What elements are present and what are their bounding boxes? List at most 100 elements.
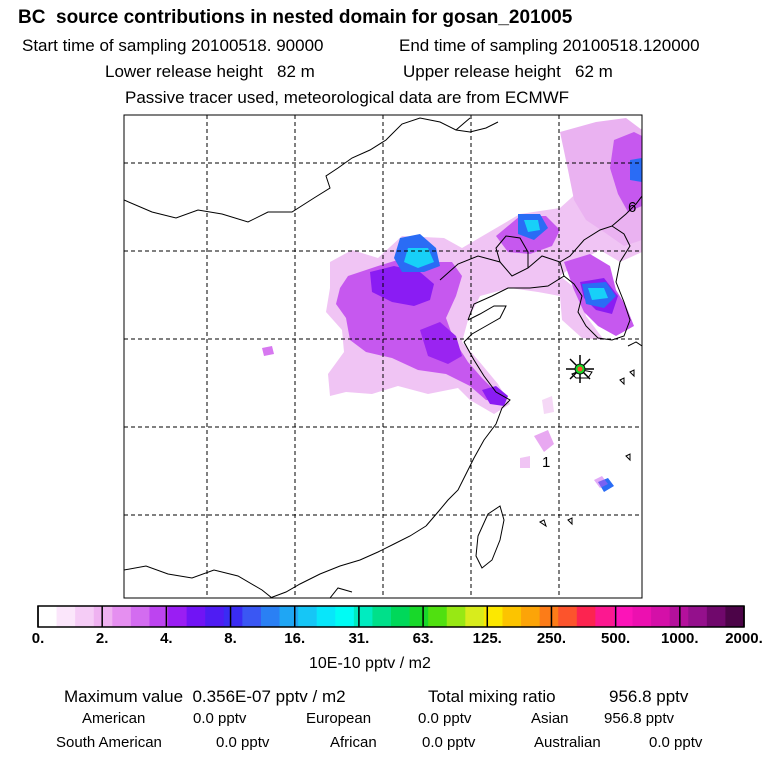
patch-east-sea: [534, 430, 554, 452]
region-south-american-value: 0.0 pptv: [216, 734, 270, 751]
map-frame: [123, 114, 643, 599]
region-australian-name: Australian: [534, 734, 601, 751]
colorbar-tick-label: 8.: [224, 630, 237, 647]
colorbar-swatch: [595, 606, 615, 627]
liaodong: [495, 235, 529, 268]
northeast-border: [455, 121, 499, 133]
graticule: [124, 115, 642, 598]
colorbar-swatch: [279, 606, 299, 627]
maximum-value: Maximum value 0.356E-07 pptv / m2: [64, 687, 346, 706]
colorbar-tick-label: 500.: [601, 630, 631, 647]
tracer-note: Passive tracer used, meteorological data…: [125, 88, 570, 107]
colorbar-swatch: [706, 606, 727, 627]
colorbar-swatch: [521, 606, 541, 627]
colorbar-swatch: [446, 606, 466, 627]
figure-title: BC source contributions in nested domain…: [18, 7, 573, 28]
colorbar-unit: 10E-10 pptv / m2: [309, 655, 431, 672]
ryukyu-4: [567, 517, 573, 526]
ryukyu-1: [629, 369, 635, 378]
colorbar-tick-label: 31.: [348, 630, 370, 647]
colorbar-swatch: [242, 606, 262, 627]
plume-dark-center: [370, 266, 434, 306]
colorbar-tick-label: 4.: [160, 630, 173, 647]
colorbar-swatch: [651, 606, 671, 627]
region-american-value: 0.0 pptv: [193, 710, 247, 727]
ryukyu-2: [625, 453, 631, 462]
peak-beijing-cyan: [404, 248, 434, 268]
map-annotation-6: 6: [628, 199, 636, 216]
colorbar-swatch: [130, 606, 151, 627]
total-mixing-ratio-value: 956.8 pptv: [609, 687, 689, 706]
upper-release-label: Upper release height 62 m: [403, 62, 613, 81]
colorbar-swatch: [56, 606, 76, 627]
colorbar-swatch: [465, 606, 485, 627]
colorbar-swatch: [38, 606, 58, 627]
colorbar-swatch: [149, 606, 169, 627]
colorbar-swatch: [260, 606, 281, 627]
end-time-label: End time of sampling 20100518.120000: [399, 36, 700, 55]
concentration-field: [262, 118, 642, 492]
plume-dark-yangtze: [482, 386, 508, 406]
colorbar-swatch: [409, 606, 429, 627]
receptor-star-icon: [566, 355, 594, 383]
colorbar-swatch: [168, 606, 188, 627]
colorbar-tick-label: 125.: [472, 630, 502, 647]
region-african-value: 0.0 pptv: [422, 734, 476, 751]
map-annotation-1: 1: [542, 454, 550, 471]
colorbar-swatch: [613, 606, 634, 627]
peak-seoul-cyan: [588, 288, 608, 300]
colorbar-swatch: [372, 606, 392, 627]
colorbar-swatch: [483, 606, 504, 627]
peak-south-ring: [594, 476, 608, 488]
south-china-coast: [269, 525, 427, 598]
colorbar-tick-label: 2.: [95, 630, 109, 647]
colorbar-swatch: [558, 606, 578, 627]
shandong-coast: [463, 305, 507, 343]
hainan-coast: [329, 587, 353, 598]
region-asian-value: 956.8 pptv: [604, 710, 675, 727]
colorbar-swatch: [539, 606, 559, 627]
colorbar-swatch: [205, 606, 225, 627]
ryukyu-3: [539, 519, 547, 528]
region-european-name: European: [306, 710, 372, 727]
colorbar-tick-label: 250.: [536, 630, 567, 647]
colorbar-swatch: [502, 606, 522, 627]
colorbar-swatch: [353, 606, 374, 627]
taiwan: [475, 505, 505, 569]
mongolia-border: [124, 117, 471, 223]
colorbar-swatch: [298, 606, 318, 627]
peak-manchuria-cyan: [524, 220, 540, 232]
region-australian-value: 0.0 pptv: [649, 734, 703, 751]
region-american-name: American: [82, 710, 146, 727]
colorbar-swatch: [725, 606, 745, 627]
colorbar-swatch: [428, 606, 448, 627]
patch-west: [262, 346, 274, 356]
colorbar-swatches: [37, 606, 745, 627]
colorbar-tick-label: 2000.: [725, 630, 763, 647]
plume-far-northeast: [610, 132, 642, 212]
colorbar-swatch: [223, 606, 243, 627]
colorbar-swatch: [93, 606, 113, 627]
peak-northeast-blue: [630, 158, 642, 182]
colorbar-swatch: [632, 606, 652, 627]
plume-dark-south: [420, 322, 462, 364]
colorbar-tick-label: 1000.: [661, 630, 699, 647]
region-african-name: African: [330, 734, 377, 751]
patch-east-sea-2: [520, 456, 530, 468]
lower-release-label: Lower release height 82 m: [105, 62, 315, 81]
colorbar-swatch: [391, 606, 411, 627]
colorbar-tick-label: 63.: [412, 630, 434, 647]
korean-peninsula: [559, 225, 631, 341]
region-european-value: 0.0 pptv: [418, 710, 472, 727]
colorbar-tick-label: 0.: [31, 630, 45, 647]
region-south-american-name: South American: [56, 734, 162, 751]
colorbar-swatch: [186, 606, 206, 627]
colorbar-swatch: [688, 606, 708, 627]
total-mixing-ratio-label: Total mixing ratio: [428, 687, 556, 706]
china-east-coast: [425, 341, 511, 527]
start-time-label: Start time of sampling 20100518. 90000: [22, 36, 324, 55]
colorbar-tick-label: 16.: [284, 630, 306, 647]
northeast-coast: [611, 195, 642, 227]
